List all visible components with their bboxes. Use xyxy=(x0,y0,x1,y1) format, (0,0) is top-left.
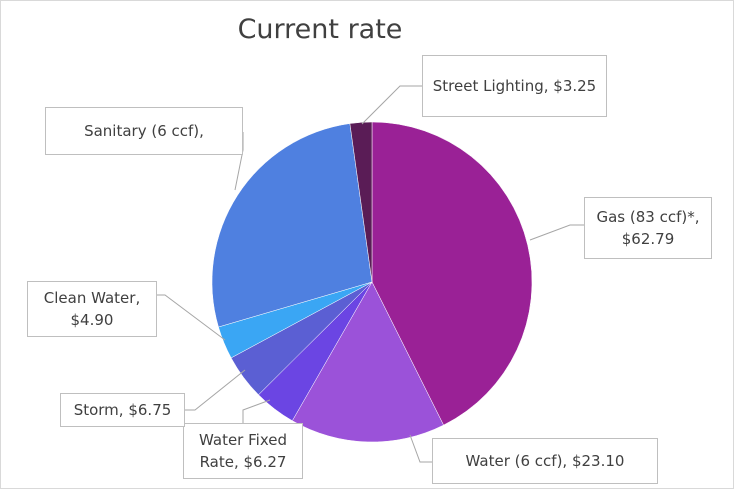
pie-slice xyxy=(349,121,373,283)
data-label: Water Fixed Rate, $6.27 xyxy=(183,423,303,479)
data-label: Storm, $6.75 xyxy=(60,393,185,427)
data-label: Water (6 ccf), $23.10 xyxy=(432,438,658,484)
data-label: Street Lighting, $3.25 xyxy=(422,55,607,117)
chart-title: Current rate xyxy=(237,14,403,45)
pie-slice xyxy=(291,281,444,443)
data-label: Clean Water, $4.90 xyxy=(27,281,157,337)
pie-slice xyxy=(211,123,373,328)
leader-lines xyxy=(157,85,584,463)
data-label: Gas (83 ccf)*, $62.79 xyxy=(584,197,712,259)
data-label: Sanitary (6 ccf), xyxy=(45,107,243,155)
pie-slice xyxy=(371,121,533,426)
